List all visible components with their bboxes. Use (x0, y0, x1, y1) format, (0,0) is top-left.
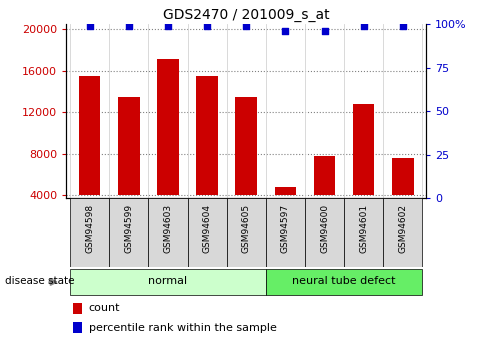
Bar (266, 269, 422, 295)
Text: count: count (89, 303, 121, 313)
Bar (79, 76, 100, 195)
Bar (266, 198, 305, 267)
Bar (70, 269, 266, 295)
Point (281, 28, 289, 34)
Point (125, 23, 133, 29)
Text: GSM94602: GSM94602 (398, 204, 407, 253)
Bar (274, 187, 296, 195)
Bar (73, 322, 82, 334)
Bar (70, 198, 109, 267)
Bar (196, 76, 218, 195)
Point (320, 28, 328, 34)
Text: GSM94603: GSM94603 (164, 204, 172, 253)
Text: GSM94605: GSM94605 (242, 204, 251, 253)
Bar (227, 198, 266, 267)
Text: GSM94599: GSM94599 (124, 204, 133, 253)
Bar (148, 198, 188, 267)
Bar (344, 198, 383, 267)
Bar (236, 97, 257, 195)
Text: GSM94600: GSM94600 (320, 204, 329, 253)
Text: disease state: disease state (5, 276, 74, 286)
Text: GSM94604: GSM94604 (202, 204, 212, 253)
Text: GSM94598: GSM94598 (85, 204, 94, 253)
Bar (383, 198, 422, 267)
Point (164, 23, 172, 29)
Point (203, 23, 211, 29)
Text: GSM94597: GSM94597 (281, 204, 290, 253)
Bar (109, 198, 148, 267)
Bar (305, 198, 344, 267)
Bar (73, 303, 82, 314)
Point (399, 23, 407, 29)
Bar (157, 59, 179, 195)
Text: normal: normal (148, 276, 188, 286)
Title: GDS2470 / 201009_s_at: GDS2470 / 201009_s_at (163, 8, 330, 22)
Point (360, 23, 368, 29)
Bar (188, 198, 227, 267)
Point (86, 23, 94, 29)
Text: neural tube defect: neural tube defect (293, 276, 396, 286)
Text: GSM94601: GSM94601 (359, 204, 368, 253)
Bar (353, 104, 374, 195)
Bar (118, 97, 140, 195)
Bar (314, 156, 335, 195)
Point (243, 23, 250, 29)
Text: percentile rank within the sample: percentile rank within the sample (89, 323, 277, 333)
Bar (392, 158, 414, 195)
